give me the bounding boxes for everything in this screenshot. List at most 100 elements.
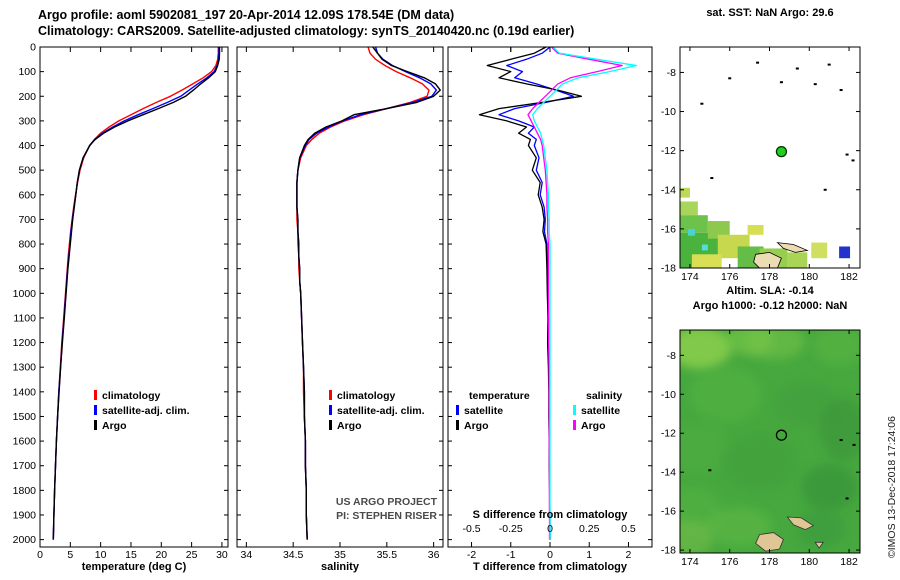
sst-cell [691,254,722,268]
depth-tick-label: 1900 [13,509,37,521]
lat-tick-label: -12 [661,428,676,440]
islet-speck [756,61,760,64]
difference-legend-temperature: temperature satellite Argo [456,389,530,434]
depth-tick-label: 1200 [13,337,37,349]
legend-label: Argo [102,420,127,432]
legend-header-temperature: temperature [469,390,530,402]
lon-tick-label: 178 [761,556,779,568]
legend-label: climatology [102,390,161,402]
x-tick-label: 34 [241,549,253,561]
legend-item-argo: Argo [94,419,190,434]
lat-tick-label: -16 [661,223,676,235]
islet-speck [852,443,856,446]
depth-tick-label: 700 [18,214,36,226]
sla-blob [719,433,800,492]
climatology-line-swatch [94,390,97,400]
sla-blob [689,367,762,422]
climatology-line-swatch [329,390,332,400]
s-tick-label: 0 [547,523,553,535]
s-tick-label: 0.25 [579,523,600,535]
series-s-satellite [532,46,637,540]
sst-cell [701,244,708,251]
lat-tick-label: -8 [667,350,676,362]
islet-speck [779,81,783,84]
series-s-argo [527,46,623,540]
depth-tick-label: 1300 [13,362,37,374]
argo-line-swatch [94,420,97,430]
axes-box [39,46,229,548]
series-satellite-adj--clim- [52,47,220,540]
legend-label: Argo [581,420,606,432]
islet-speck [823,188,827,191]
islet-speck [795,67,799,70]
legend-label: satellite [464,405,504,417]
sst-cell [787,252,808,268]
x-tick-label: 5 [67,549,73,561]
depth-tick-label: 800 [18,239,36,251]
island [814,541,824,549]
figure-title-line1: Argo profile: aoml 5902081_197 20-Apr-20… [38,8,455,22]
project-annotation: US ARGO PROJECT PI: STEPHEN RISER [237,495,437,523]
series-t-satellite [498,46,575,540]
sla-blob [680,330,732,369]
depth-tick-label: 1800 [13,485,37,497]
s-difference-axis-label: S difference from climatology [472,509,628,521]
depth-tick-label: 1700 [13,460,37,472]
depth-tick-label: 300 [18,115,36,127]
x-tick-label: 20 [155,549,167,561]
sst-cell [680,187,690,198]
series-argo [296,46,441,540]
legend-item-satellite-adj: satellite-adj. clim. [329,404,425,419]
s-tick-label: -0.5 [462,523,480,535]
legend-header-salinity: salinity [586,390,623,402]
sst-cell [747,224,764,235]
island [755,532,784,552]
t-difference-axis-label: T difference from climatology [472,561,628,573]
sst-cell [687,228,695,236]
s-tick-label: -0.25 [499,523,523,535]
lon-tick-label: 174 [681,556,699,568]
legend-label: satellite [581,405,621,417]
sla-title-line1: Altim. SLA: -0.14 [726,285,814,297]
sla-blob [801,464,858,512]
depth-tick-label: 100 [18,66,36,78]
islet-speck [851,159,855,162]
depth-tick-label: 1100 [13,312,36,324]
x-tick-label: 30 [216,549,228,561]
islet-speck [700,102,704,105]
series-t-argo [478,46,583,540]
depth-tick-label: 1000 [13,288,37,300]
x-tick-label: 1 [586,549,592,561]
islet-speck [839,89,843,92]
sst-map-title: sat. SST: NaN Argo: 29.6 [706,7,834,19]
sla_map-content [680,330,860,553]
sst-cell [680,201,698,216]
lat-tick-label: -12 [661,145,676,157]
lat-tick-label: -10 [661,106,676,118]
legend-item-climatology: climatology [94,389,190,404]
figure-title-line2: Climatology: CARS2009. Satellite-adjuste… [38,24,575,38]
salinity-axis-label: salinity [321,561,359,573]
imos-watermark: ©IMOS 13-Dec-2018 17:24:06 [886,416,898,558]
sla-blob [797,509,846,549]
t-argo-line-swatch [456,420,459,430]
depth-tick-label: 2000 [13,534,37,546]
depth-tick-label: 1600 [13,436,37,448]
sla_map-float-marker [775,429,788,441]
lon-tick-label: 178 [761,271,779,283]
island [786,516,815,531]
s-tick-label: 0.5 [621,523,636,535]
x-tick-label: 0 [547,549,553,561]
x-tick-label: 35 [334,549,346,561]
depth-tick-label: 1400 [13,386,37,398]
island [753,251,782,268]
depth-tick-label: 600 [18,189,36,201]
legend-label: Argo [337,420,362,432]
depth-tick-label: 0 [30,42,36,54]
sst-cell [707,221,730,239]
legend-item-s-satellite: satellite [573,404,622,419]
sla-blob [813,330,860,366]
lon-tick-label: 176 [721,556,739,568]
x-tick-label: 2 [626,549,632,561]
